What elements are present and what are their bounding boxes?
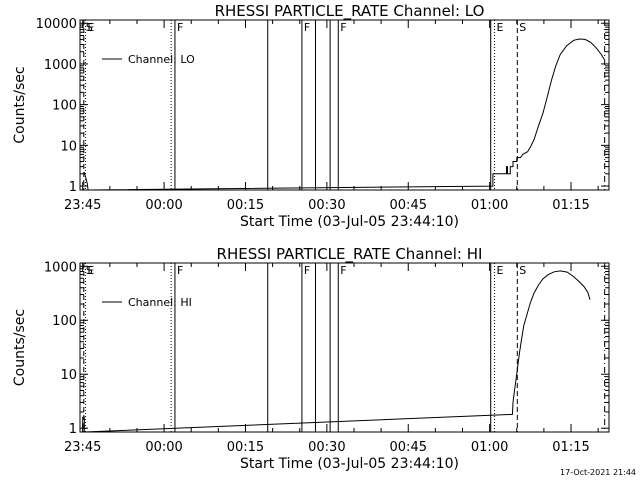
y-axis-label: Counts/sec bbox=[12, 66, 28, 143]
x-tick-label: 23:45 bbox=[64, 440, 101, 455]
event-marker-label: S bbox=[519, 21, 526, 34]
chart-title: RHESSI PARTICLE_RATE Channel: HI bbox=[217, 245, 483, 264]
event-marker-label: F bbox=[177, 264, 183, 277]
panel-lo: RHESSI PARTICLE_RATE Channel: LO 1 10 100 10… bbox=[12, 2, 610, 230]
x-tick-label: 00:00 bbox=[145, 440, 182, 455]
event-marker-label: F bbox=[340, 264, 346, 277]
y-tick-label: 1000 bbox=[44, 58, 77, 73]
x-tick-label: 01:15 bbox=[552, 440, 589, 455]
x-axis-label: Start Time (03-Jul-05 23:44:10) bbox=[240, 456, 459, 472]
event-marker-label: F bbox=[340, 21, 346, 34]
x-tick-label: 00:15 bbox=[227, 198, 264, 213]
panel-hi: RHESSI PARTICLE_RATE Channel: HI 1 10 100 10… bbox=[12, 245, 610, 472]
plot-frame bbox=[79, 19, 610, 191]
event-marker-label: S bbox=[519, 264, 526, 277]
y-tick-label: 1 bbox=[69, 180, 77, 195]
x-axis-label: Start Time (03-Jul-05 23:44:10) bbox=[240, 214, 459, 230]
x-tick-label: 00:30 bbox=[308, 198, 345, 213]
event-marker-label: E bbox=[497, 264, 504, 277]
y-tick-label: 1 bbox=[69, 422, 77, 437]
y-tick-label: 10 bbox=[60, 139, 77, 154]
event-marker-label: E bbox=[497, 21, 504, 34]
x-tick-label: 01:15 bbox=[552, 198, 589, 213]
y-tick-label: 1000 bbox=[44, 260, 77, 275]
event-marker-label: E bbox=[87, 264, 94, 277]
series-line bbox=[83, 38, 605, 191]
x-tick-label: 00:45 bbox=[390, 440, 427, 455]
x-tick-label: 01:00 bbox=[471, 198, 508, 213]
event-marker-label: F bbox=[177, 21, 183, 34]
event-marker-label: S bbox=[86, 21, 93, 34]
y-tick-label: 100 bbox=[52, 314, 77, 329]
x-tick-label: 00:15 bbox=[227, 440, 264, 455]
x-tick-label: 01:00 bbox=[471, 440, 508, 455]
y-tick-label: 100 bbox=[52, 99, 77, 114]
y-axis-label: Counts/sec bbox=[12, 309, 28, 386]
x-tick-label: 23:45 bbox=[64, 198, 101, 213]
y-tick-label: 10000 bbox=[36, 17, 77, 32]
x-tick-label: 00:45 bbox=[390, 198, 427, 213]
x-tick-label: 00:30 bbox=[308, 440, 345, 455]
legend-label: Channel: LO bbox=[128, 53, 195, 66]
event-marker-label: S bbox=[86, 264, 93, 277]
event-marker-label: F bbox=[304, 264, 310, 277]
event-marker-label: E bbox=[87, 21, 94, 34]
event-marker-label: F bbox=[304, 21, 310, 34]
footer-timestamp: 17-Oct-2021 21:44 bbox=[560, 468, 636, 477]
plot-frame bbox=[79, 262, 610, 433]
y-tick-label: 10 bbox=[60, 368, 77, 383]
chart-title: RHESSI PARTICLE_RATE Channel: LO bbox=[215, 2, 485, 21]
series-line bbox=[82, 270, 591, 433]
legend-label: Channel: HI bbox=[128, 296, 192, 309]
x-tick-label: 00:00 bbox=[145, 198, 182, 213]
